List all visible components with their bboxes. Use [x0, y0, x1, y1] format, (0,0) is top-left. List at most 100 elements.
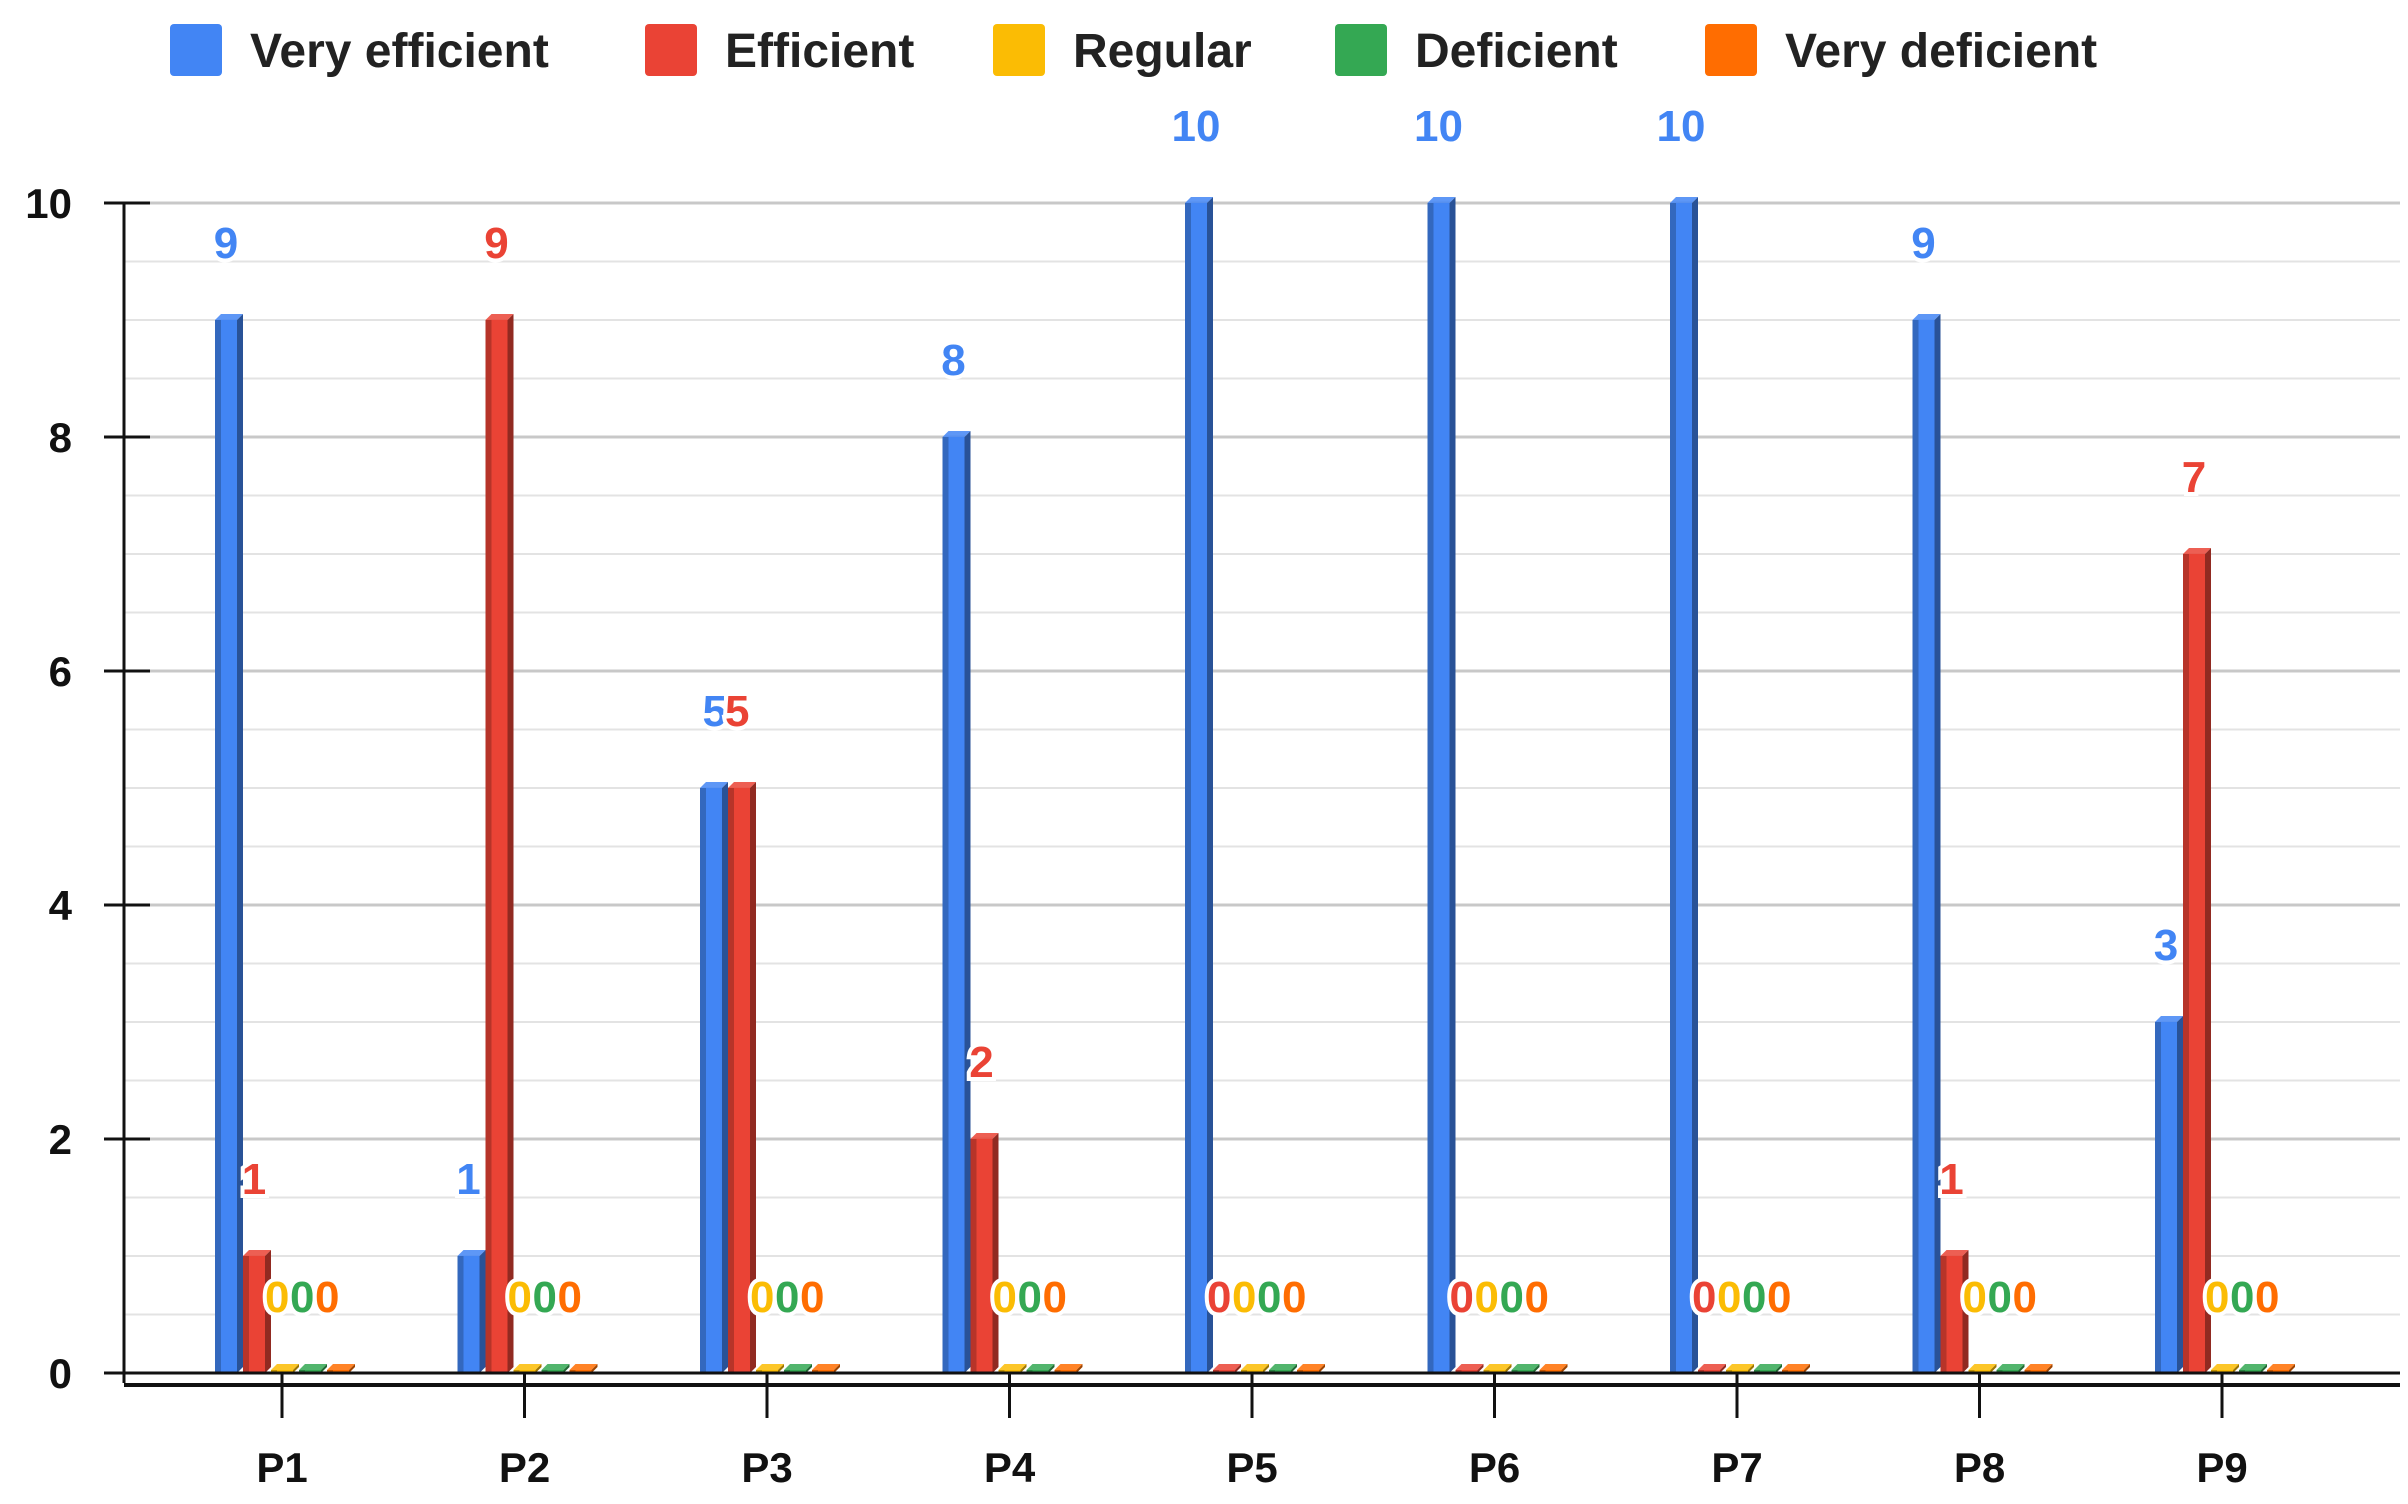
bar-top-face [1726, 1364, 1754, 1370]
bar-side-face [1692, 197, 1698, 1373]
data-label-p5-very-deficient: 0 [1282, 1273, 1306, 1322]
bar-edge-shade [1940, 1256, 1947, 1373]
y-tick-label: 6 [49, 648, 72, 695]
x-tick-label-p6: P6 [1469, 1444, 1520, 1491]
data-label-p6-very-deficient: 0 [1525, 1273, 1549, 1322]
bar-side-face [992, 1133, 999, 1373]
y-tick-label: 0 [49, 1350, 72, 1397]
data-label-p6-efficient: 0 [1450, 1273, 1474, 1322]
bar-p4-efficient [970, 1133, 999, 1373]
bar-edge-shade [1185, 203, 1191, 1373]
bar-p2-very-efficient [457, 1250, 486, 1373]
bar-side-face [1477, 1364, 1484, 1373]
data-label-p6-regular: 0 [1475, 1273, 1499, 1322]
bar-top-face [970, 1133, 999, 1139]
data-label-p9-deficient: 0 [2230, 1273, 2254, 1322]
bar-side-face [964, 431, 971, 1373]
x-tick-label-p4: P4 [984, 1444, 1036, 1491]
data-label-p2-efficient: 9 [484, 219, 508, 268]
bar-edge-shade [2183, 554, 2189, 1373]
bar-side-face [2261, 1364, 2267, 1373]
bar-p4-very-efficient [942, 431, 971, 1373]
bar-edge-shade [485, 320, 492, 1373]
bar-side-face [507, 314, 514, 1373]
bar-edge-shade [1670, 203, 1676, 1373]
legend-swatch-very-deficient [1705, 24, 1757, 76]
data-label-p3-regular: 0 [750, 1273, 774, 1322]
data-label-p4-efficient: 2 [969, 1038, 993, 1087]
bar-edge-shade [215, 320, 221, 1373]
bar-top-face [271, 1364, 299, 1370]
data-label-p1-efficient: 1 [242, 1155, 266, 1204]
data-label-p9-very-deficient: 0 [2255, 1273, 2279, 1322]
data-label-p2-very-deficient: 0 [558, 1273, 582, 1322]
bar-top-face [327, 1364, 355, 1370]
bar-side-face [479, 1250, 486, 1373]
bar-side-face [2233, 1364, 2239, 1373]
bar-edge-shade [700, 788, 706, 1373]
data-label-p3-very-efficient: 5 [703, 687, 727, 736]
data-label-p8-deficient: 0 [1988, 1273, 2012, 1322]
data-label-p7-very-efficient: 10 [1657, 102, 1706, 151]
data-label-p5-regular: 0 [1232, 1273, 1256, 1322]
bar-side-face [806, 1364, 812, 1373]
legend-label-very-efficient: Very efficient [250, 25, 549, 78]
data-label-p5-deficient: 0 [1257, 1273, 1281, 1322]
bar-p3-efficient [728, 782, 756, 1373]
data-label-p1-very-deficient: 0 [315, 1273, 339, 1322]
bar-top-face [700, 782, 728, 788]
bar-side-face [2046, 1364, 2053, 1373]
data-label-p4-regular: 0 [993, 1273, 1017, 1322]
bar-top-face [1912, 314, 1941, 320]
bar-top-face [756, 1364, 784, 1370]
bar-top-face [2211, 1364, 2239, 1370]
bar-top-face [1213, 1364, 1241, 1370]
bar-side-face [237, 314, 243, 1373]
data-label-p7-very-deficient: 0 [1767, 1273, 1791, 1322]
bar-edge-shade [970, 1139, 977, 1373]
bar-p9-very-efficient [2155, 1016, 2183, 1373]
bar-side-face [1449, 197, 1456, 1373]
bar-side-face [1962, 1250, 1969, 1373]
data-label-p1-deficient: 0 [290, 1273, 314, 1322]
bar-side-face [1720, 1364, 1726, 1373]
data-label-p9-regular: 0 [2205, 1273, 2229, 1322]
x-tick-label-p8: P8 [1954, 1444, 2005, 1491]
bar-top-face [2024, 1364, 2053, 1370]
bar-top-face [1940, 1250, 1969, 1256]
bar-top-face [1968, 1364, 1997, 1370]
bar-side-face [1776, 1364, 1782, 1373]
bar-p3-very-efficient [700, 782, 728, 1373]
bar-top-face [1297, 1364, 1325, 1370]
bar-side-face [1561, 1364, 1568, 1373]
legend-item-very-efficient: Very efficient [170, 24, 549, 78]
bar-side-face [2289, 1364, 2295, 1373]
bar-side-face [2018, 1364, 2025, 1373]
legend-item-efficient: Efficient [645, 24, 914, 78]
bar-side-face [1804, 1364, 1810, 1373]
bar-side-face [1505, 1364, 1512, 1373]
bar-top-face [243, 1250, 271, 1256]
bar-side-face [535, 1364, 542, 1373]
bar-edge-shade [728, 788, 734, 1373]
bar-side-face [265, 1250, 271, 1373]
bar-side-face [1990, 1364, 1997, 1373]
bar-side-face [1748, 1364, 1754, 1373]
bars [215, 197, 2295, 1373]
bar-top-face [784, 1364, 812, 1370]
x-tick-label-p9: P9 [2196, 1444, 2247, 1491]
y-tick-label: 4 [49, 882, 73, 929]
legend-swatch-regular [993, 24, 1045, 76]
x-tick-label-p5: P5 [1226, 1444, 1277, 1491]
bar-side-face [591, 1364, 598, 1373]
bar-top-face [541, 1364, 570, 1370]
x-tick-label-p3: P3 [741, 1444, 792, 1491]
bar-top-face [1754, 1364, 1782, 1370]
data-label-p6-deficient: 0 [1500, 1273, 1524, 1322]
bar-top-face [1269, 1364, 1297, 1370]
bar-top-face [485, 314, 514, 320]
bar-edge-shade [243, 1256, 249, 1373]
legend-label-very-deficient: Very deficient [1785, 25, 2097, 78]
